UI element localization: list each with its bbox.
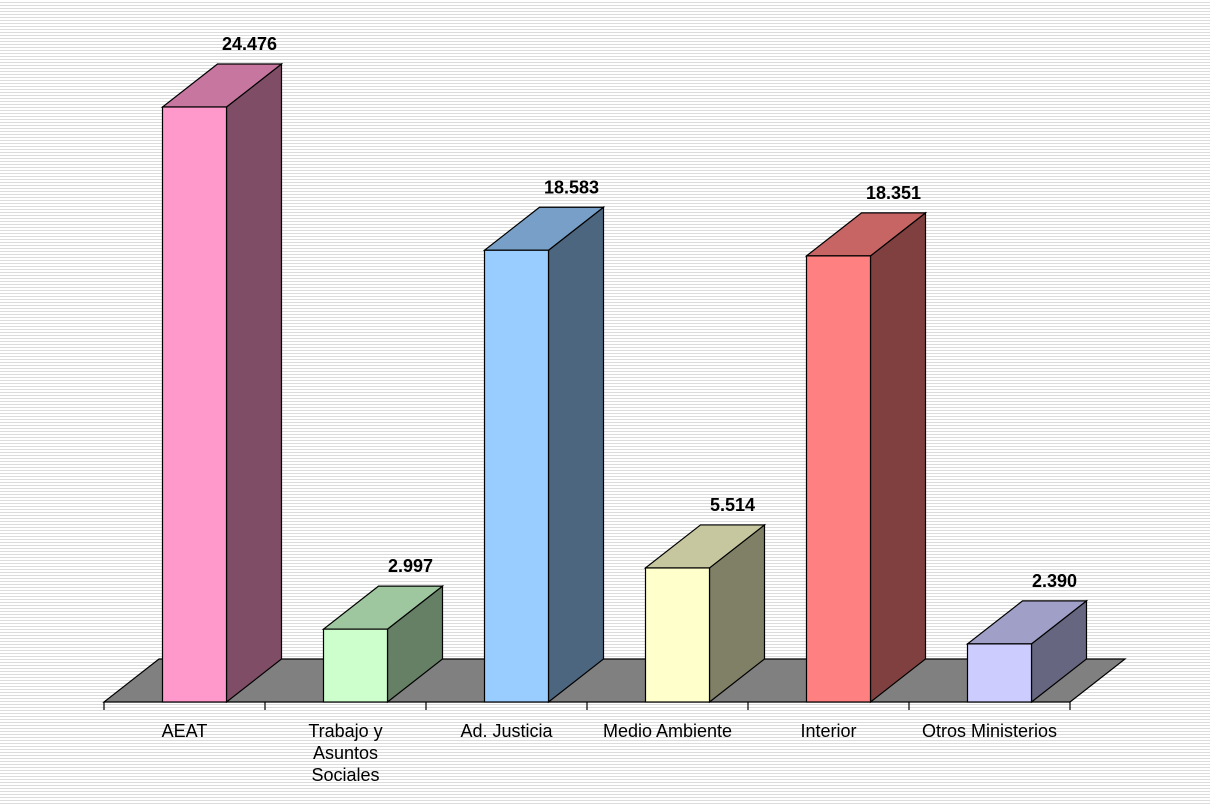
bar-aeat bbox=[160, 62, 284, 704]
category-label-line: Otros Ministerios bbox=[922, 721, 1057, 741]
data-label: 2.997 bbox=[388, 556, 433, 576]
data-label: 18.583 bbox=[544, 177, 599, 197]
bar-front bbox=[161, 106, 228, 703]
category-labels: AEAT Trabajo y Asuntos Sociales Ad. Justicia… bbox=[162, 721, 1057, 785]
x-axis bbox=[103, 702, 1071, 710]
data-label: 5.514 bbox=[710, 495, 755, 515]
category-label: AEAT bbox=[162, 721, 208, 741]
bar-front bbox=[483, 249, 550, 703]
category-label: Otros Ministerios bbox=[922, 721, 1057, 741]
bar-interior bbox=[804, 211, 928, 704]
data-label: 18.351 bbox=[866, 183, 921, 203]
bar-front bbox=[322, 628, 389, 703]
category-label: Trabajo y Asuntos Sociales bbox=[308, 721, 382, 785]
category-label-line: Asuntos bbox=[313, 743, 378, 763]
bar-trabajo-y-asuntos-sociales bbox=[321, 584, 445, 704]
category-label-line: Trabajo y bbox=[308, 721, 382, 741]
category-label-line: AEAT bbox=[162, 721, 208, 741]
value-labels: 24.476 2.997 18.583 5.514 18.351 2.390 bbox=[222, 34, 1077, 591]
bar-front bbox=[966, 643, 1033, 703]
bar-side bbox=[225, 62, 283, 704]
category-label: Ad. Justicia bbox=[460, 721, 553, 741]
category-label-line: Interior bbox=[800, 721, 856, 741]
bar-otros-ministerios bbox=[965, 599, 1089, 704]
category-label-line: Medio Ambiente bbox=[603, 721, 732, 741]
bar-front bbox=[644, 567, 711, 703]
data-label: 24.476 bbox=[222, 34, 277, 54]
bar-front bbox=[805, 255, 872, 703]
data-label: 2.390 bbox=[1032, 571, 1077, 591]
bars bbox=[160, 62, 1089, 704]
category-label-line: Sociales bbox=[311, 765, 379, 785]
bar-side bbox=[869, 211, 927, 704]
category-label: Interior bbox=[800, 721, 856, 741]
bar-side bbox=[547, 206, 605, 704]
category-label-line: Ad. Justicia bbox=[460, 721, 553, 741]
bar-ad-justicia bbox=[482, 206, 606, 704]
bar-medio-ambiente bbox=[643, 523, 767, 704]
category-label: Medio Ambiente bbox=[603, 721, 732, 741]
